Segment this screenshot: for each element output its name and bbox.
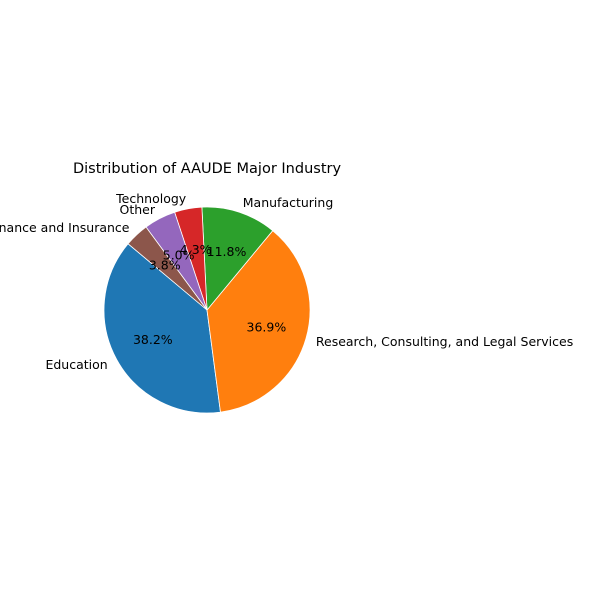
pct-label-technology: 4.3% [180, 242, 212, 257]
pct-label-research-consulting-and-legal-services: 36.9% [247, 320, 287, 335]
percent-labels: 38.2% 36.9% 11.8%4.3%5.0%3.8% [133, 242, 286, 347]
slice-label-finance-and-insurance: Finance and Insurance [0, 220, 130, 235]
slice-label-manufacturing: Manufacturing [243, 195, 334, 210]
pie-slice-finance-and-insurance [127, 226, 208, 311]
pct-label-education: 38.2% [133, 332, 173, 347]
slice-labels: Education Research, Consulting, and Legal… [0, 191, 573, 372]
pie-slice-research-consulting-and-legal-services [206, 230, 311, 413]
chart-title: Distribution of AAUDE Major Industry [73, 161, 342, 177]
pie-slice-education [103, 243, 221, 414]
pct-label-finance-and-insurance: 3.8% [149, 257, 181, 272]
pct-label-manufacturing: 11.8% [207, 244, 247, 259]
slice-label-other: Other [119, 202, 155, 217]
slice-label-technology: Technology [115, 191, 187, 206]
slice-label-education: Education [45, 357, 107, 372]
slice-label-research-consulting-and-legal-services: Research, Consulting, and Legal Services [316, 334, 573, 349]
pct-label-other: 5.0% [163, 248, 195, 263]
pie-slices [103, 206, 311, 414]
pie-slice-manufacturing [201, 206, 274, 312]
